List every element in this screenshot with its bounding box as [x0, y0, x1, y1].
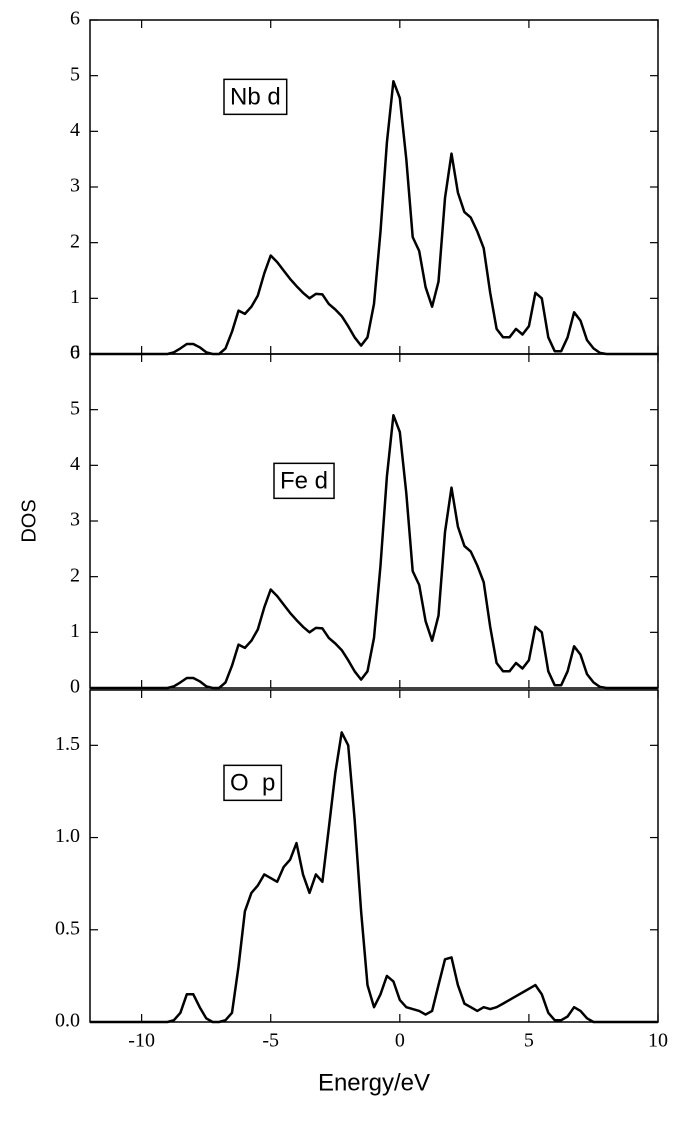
y-tick-label: 6 [70, 8, 80, 30]
x-tick-label: -5 [262, 1030, 279, 1052]
y-tick-label: 0 [70, 676, 80, 698]
x-tick-label: -10 [128, 1030, 155, 1052]
x-tick-label: 5 [524, 1030, 534, 1052]
y-tick-label: 1.0 [55, 825, 80, 847]
y-tick-label: 4 [70, 119, 80, 141]
y-tick-label: 5 [70, 397, 80, 419]
y-tick-label: 2 [70, 564, 80, 586]
y-tick-label: 1 [70, 620, 80, 642]
plot-frame [89, 689, 659, 1023]
x-tick-label: 0 [395, 1030, 405, 1052]
dos-curve [90, 79, 658, 356]
y-tick-label: 1 [70, 286, 80, 308]
y-tick-label: 1.5 [55, 733, 80, 755]
y-tick-label: 3 [70, 509, 80, 531]
panel-label: O p [230, 769, 275, 796]
panel-label: Fe d [280, 467, 328, 494]
y-tick-label: 5 [70, 63, 80, 85]
panel-label-box [273, 462, 335, 500]
x-tick-label: 10 [648, 1030, 668, 1052]
y-tick-label: 3 [70, 175, 80, 197]
panel-label-box [223, 78, 288, 116]
y-tick-label: 0.5 [55, 917, 80, 939]
y-tick-label: 4 [70, 453, 80, 475]
dos-curve [90, 413, 658, 690]
y-axis-label: DOS [18, 499, 40, 542]
y-tick-label: 6 [70, 342, 80, 364]
y-tick-label: 0.0 [55, 1010, 80, 1032]
panel-label-box [223, 764, 283, 802]
y-tick-label: 2 [70, 230, 80, 252]
x-axis-label: Energy/eV [318, 1069, 430, 1096]
panel-label: Nb d [230, 83, 281, 110]
y-tick-label: 0 [70, 342, 80, 364]
dos-curve [90, 731, 658, 1024]
